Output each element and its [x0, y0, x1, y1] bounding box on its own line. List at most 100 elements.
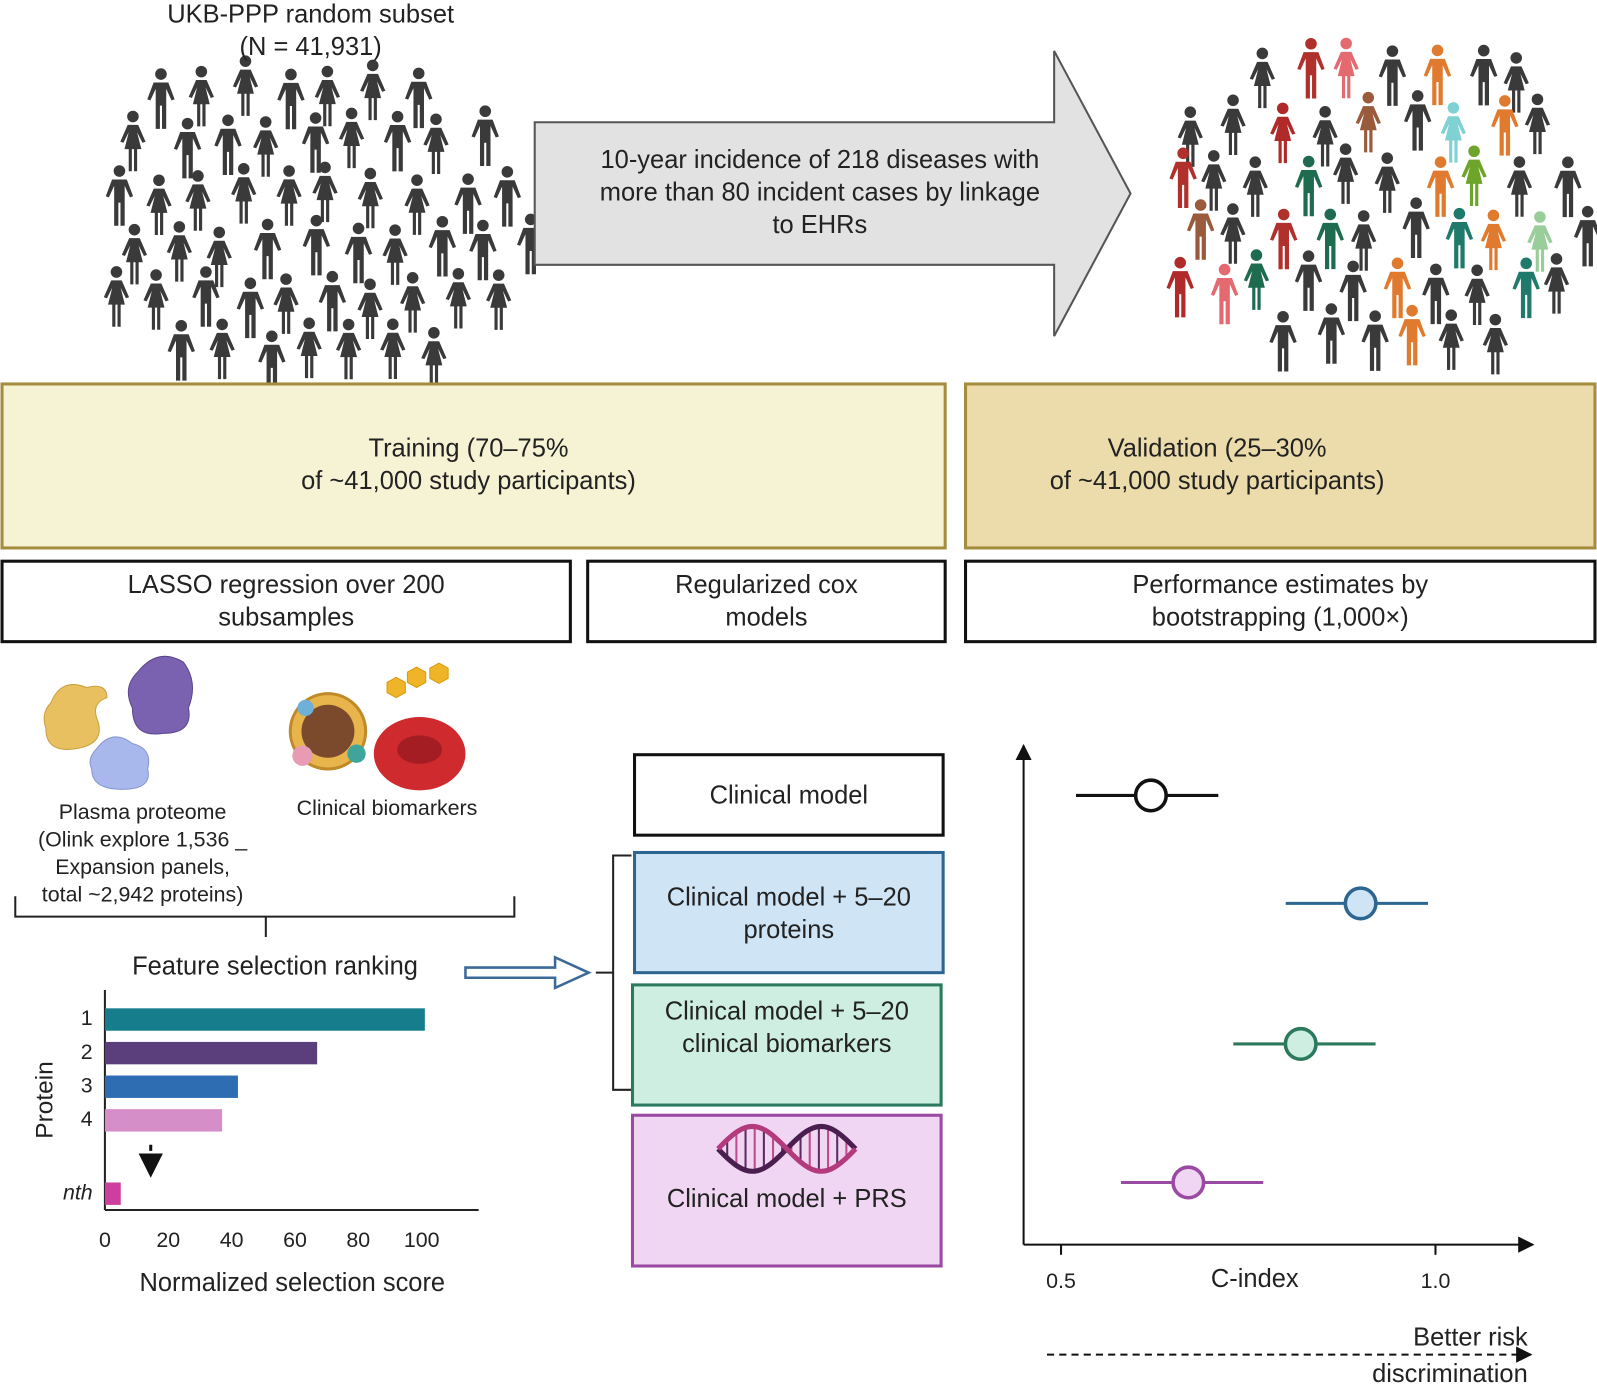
person-icon: [428, 215, 457, 277]
person-icon: [1482, 313, 1508, 375]
bar: [104, 1075, 238, 1098]
person-icon: [1464, 264, 1490, 326]
y-tick-label: 2: [81, 1040, 93, 1064]
person-icon: [382, 224, 408, 285]
person-icon: [166, 221, 192, 282]
person-icon: [1361, 310, 1389, 371]
point: [1171, 1165, 1206, 1200]
bar: [104, 1109, 223, 1132]
person-icon: [404, 174, 430, 235]
person-icon: [1243, 249, 1270, 310]
person-icon: [1333, 37, 1359, 99]
person-icon: [312, 161, 338, 223]
person-icon: [318, 270, 347, 332]
biomarkers-text: Clinical biomarkers: [296, 796, 478, 820]
person-icon: [1355, 91, 1381, 153]
point: [1343, 886, 1378, 921]
y-tick-label: 1: [81, 1006, 93, 1030]
person-icon: [209, 318, 235, 380]
point: [1133, 778, 1168, 813]
biomarker-icons: [288, 662, 466, 791]
method-text: Performance estimates by bootstrapping (…: [1132, 570, 1429, 632]
y-tick-label: nth: [63, 1180, 93, 1204]
x-axis-label: C-index: [1211, 1265, 1299, 1293]
person-icon: [236, 277, 265, 339]
person-icon: [338, 107, 365, 169]
person-icon: [1270, 102, 1296, 164]
person-icon: [231, 163, 257, 224]
model-box: [630, 983, 943, 1107]
person-icon: [120, 110, 146, 172]
training-box: [0, 382, 947, 550]
incidence-arrow-shape: [533, 50, 1132, 337]
model-label: Clinical model + 5–20 proteins: [666, 883, 911, 945]
person-icon: [105, 165, 134, 226]
person-icon: [1220, 94, 1246, 156]
person-icon: [493, 166, 522, 227]
model-box: [632, 753, 945, 837]
person-icon: [1317, 303, 1346, 364]
chart-title: Feature selection ranking: [132, 952, 418, 980]
x-tick-label: 40: [220, 1228, 244, 1252]
x-tick-label: 80: [346, 1228, 370, 1252]
person-icon: [214, 114, 242, 176]
incidence-text: 10-year incidence of 218 diseases with: [600, 145, 1040, 175]
point: [1283, 1026, 1318, 1062]
person-icon: [1573, 205, 1597, 267]
person-icon: [486, 269, 512, 330]
annotation: Better risk discrimination: [1372, 1323, 1528, 1389]
training-text: of ~41,000 study participants): [301, 466, 636, 495]
person-icon: [1166, 256, 1194, 318]
x-tick-label: 20: [156, 1228, 180, 1252]
person-icon: [1270, 208, 1298, 270]
person-icon: [147, 68, 175, 129]
y-axis-label: Protein: [31, 1061, 58, 1138]
x-tick-label: 100: [404, 1228, 440, 1252]
proteome-text: Plasma proteome: [58, 800, 227, 824]
bracket: [14, 896, 516, 938]
person-icon: [1445, 207, 1474, 269]
person-icon: [357, 278, 383, 340]
person-icon: [206, 226, 232, 288]
person-icon: [103, 266, 130, 327]
person-icon: [421, 327, 447, 388]
person-icon: [1374, 152, 1400, 213]
person-icon: [380, 318, 406, 380]
person-icon: [167, 320, 195, 381]
method-box: [0, 559, 572, 644]
flow-arrow: [464, 955, 592, 990]
person-icon: [1426, 156, 1455, 217]
y-tick-label: 4: [81, 1107, 93, 1131]
person-icon: [1294, 250, 1323, 311]
person-icon: [188, 65, 214, 127]
person-icon: [253, 116, 279, 177]
x-tick-label: 1.0: [1421, 1269, 1451, 1293]
cohort-title: UKB-PPP random subset: [167, 0, 455, 29]
person-icon: [1404, 90, 1432, 151]
person-icon: [143, 269, 169, 330]
person-icon: [1470, 44, 1498, 106]
incidence-text: to EHRs: [772, 210, 868, 240]
person-icon: [1294, 155, 1323, 217]
x-tick-label: 0: [99, 1228, 111, 1252]
bar: [104, 1041, 318, 1065]
person-icon: [1249, 47, 1275, 109]
proteome-text: (Olink explore 1,536 _: [37, 828, 248, 852]
person-icon: [276, 165, 302, 226]
person-icon: [1316, 208, 1344, 270]
person-icon: [121, 223, 148, 285]
person-icon: [258, 330, 286, 392]
person-icon: [360, 59, 386, 121]
dna-icon: [716, 1123, 858, 1174]
bar: [104, 1008, 425, 1031]
person-icon: [1554, 156, 1582, 218]
bracket: [595, 854, 632, 1091]
person-icon: [383, 110, 412, 172]
person-icon: [253, 218, 282, 280]
validation-box: [964, 382, 1597, 550]
person-icon: [1438, 309, 1464, 370]
x-tick-label: 0.5: [1046, 1269, 1076, 1293]
person-icon: [471, 105, 499, 166]
